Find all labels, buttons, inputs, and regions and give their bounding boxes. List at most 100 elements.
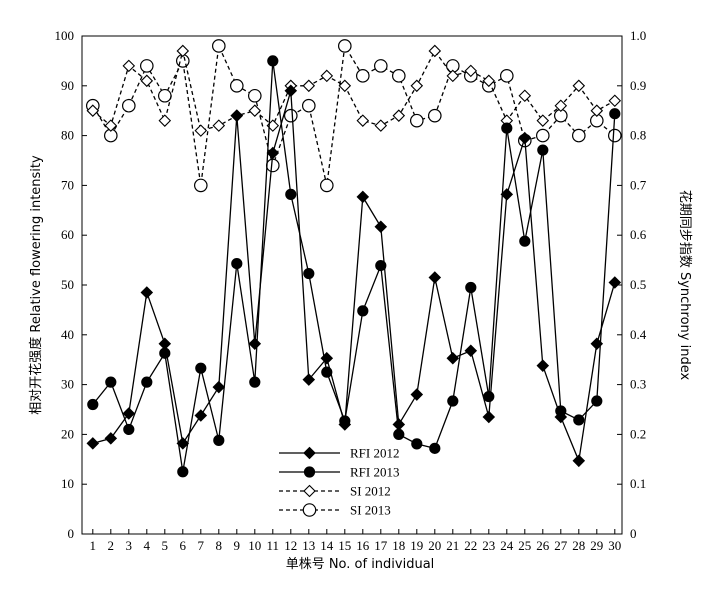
data-point: [375, 259, 387, 272]
data-point: [501, 122, 513, 134]
x-tick-label: 17: [374, 538, 388, 553]
y-tick-label-left: 0: [68, 526, 75, 541]
data-point: [535, 128, 550, 143]
data-point: [355, 69, 370, 83]
series-rfi-2013: [87, 55, 621, 478]
series-si-2012: [86, 44, 622, 137]
y-tick-label-left: 60: [61, 227, 74, 242]
data-point: [410, 388, 424, 401]
x-axis-title: 单株号 No. of individual: [286, 557, 435, 572]
data-point: [482, 410, 496, 424]
data-point: [321, 366, 333, 378]
data-point: [391, 69, 406, 83]
data-point: [356, 190, 370, 204]
y-tick-label-left: 70: [61, 177, 74, 192]
data-point: [609, 108, 621, 120]
data-point: [573, 414, 585, 426]
x-tick-label: 27: [554, 538, 568, 553]
y-tick-label-left: 100: [55, 28, 75, 43]
data-point: [122, 59, 136, 73]
y-axis-title-right: 花期同步指数 Synchrony index: [677, 190, 693, 381]
data-point: [194, 409, 208, 422]
y-tick-label-right: 1.0: [630, 28, 646, 43]
data-point: [159, 347, 171, 359]
data-point: [158, 337, 172, 351]
x-tick-label: 1: [90, 538, 97, 553]
data-point: [393, 428, 405, 440]
data-point: [411, 438, 423, 450]
data-point: [212, 119, 226, 132]
data-point: [320, 69, 334, 83]
y-tick-label-right: 0.5: [630, 277, 646, 292]
x-tick-label: 14: [320, 538, 334, 553]
series-rfi-2012: [86, 84, 622, 468]
data-point: [123, 423, 135, 436]
x-tick-label: 26: [536, 538, 550, 553]
legend-item: SI 2013: [279, 503, 391, 518]
axes-layer: 0 10 20 30 40 50 60 70 80 90 100 0 0.1 0.2 0.3 0.4 0.5 0.…: [55, 28, 647, 553]
data-point: [555, 405, 567, 417]
data-point: [427, 108, 442, 123]
data-point: [140, 74, 154, 88]
x-tick-label: 8: [216, 538, 223, 553]
data-point: [230, 109, 244, 122]
x-tick-label: 4: [144, 538, 151, 553]
legend-marker: [303, 466, 316, 478]
data-point: [374, 220, 388, 234]
data-point: [392, 109, 406, 122]
data-point: [248, 88, 262, 103]
data-point: [212, 39, 226, 53]
legend-item: RFI 2012: [279, 446, 399, 461]
series-layer: [86, 39, 622, 478]
series-line: [92, 90, 616, 464]
data-point: [303, 267, 315, 280]
x-tick-label: 19: [410, 538, 423, 553]
data-point: [483, 390, 495, 403]
data-point: [87, 398, 99, 411]
x-tick-label: 22: [464, 538, 477, 553]
series-line: [92, 60, 616, 472]
data-point: [608, 276, 622, 289]
y-tick-label-left: 20: [61, 426, 74, 441]
y-tick-label-right: 0.3: [630, 377, 646, 392]
legend: RFI 2012 RFI 2013 SI 2012 SI 2013: [279, 446, 399, 518]
y-tick-label-left: 40: [61, 327, 74, 342]
data-point: [410, 79, 424, 93]
y-tick-label-right: 0.1: [630, 476, 646, 491]
data-point: [446, 351, 460, 365]
data-point: [266, 146, 280, 160]
y-tick-label-right: 0: [630, 526, 637, 541]
data-point: [373, 59, 388, 73]
y-tick-label-right: 0.6: [630, 227, 647, 242]
data-point: [104, 119, 118, 132]
data-point: [213, 434, 225, 446]
data-point: [608, 94, 622, 108]
data-point: [122, 407, 136, 420]
x-tick-label: 18: [392, 538, 405, 553]
data-point: [301, 98, 316, 113]
data-point: [536, 114, 550, 127]
y-tick-label-right: 0.9: [630, 78, 646, 93]
data-point: [464, 64, 478, 78]
data-point: [248, 104, 262, 117]
legend-marker: [303, 446, 316, 460]
data-point: [482, 74, 496, 88]
data-point: [285, 188, 297, 200]
legend-label: RFI 2012: [350, 446, 399, 461]
data-point: [536, 359, 550, 372]
x-tick-label: 29: [590, 538, 603, 553]
data-point: [105, 376, 117, 388]
series-si-2013: [86, 39, 622, 193]
data-point: [374, 119, 388, 132]
data-point: [194, 124, 208, 137]
x-tick-label: 16: [356, 538, 370, 553]
legend-label: RFI 2013: [350, 465, 399, 480]
y-axis-title-left: 相对开花强度 Relative flowering intensity: [28, 155, 44, 415]
data-point: [158, 88, 172, 103]
data-point: [319, 178, 334, 193]
data-point: [590, 104, 604, 117]
data-point: [339, 415, 351, 427]
x-tick-label: 7: [198, 538, 205, 553]
